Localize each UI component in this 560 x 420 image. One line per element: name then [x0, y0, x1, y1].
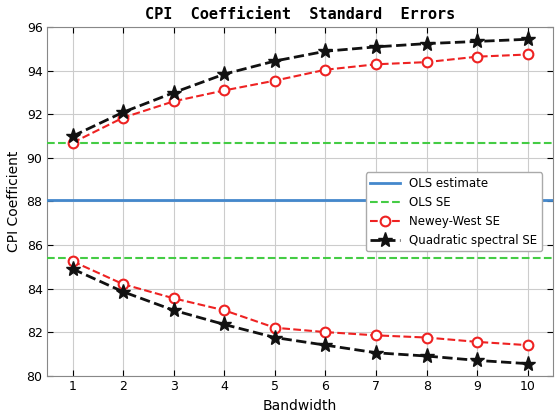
Y-axis label: CPI Coefficient: CPI Coefficient	[7, 151, 21, 252]
Newey-West SE	[221, 88, 228, 93]
Line: Quadratic spectral SE: Quadratic spectral SE	[65, 32, 535, 144]
Legend: OLS estimate, OLS SE, Newey-West SE, Quadratic spectral SE: OLS estimate, OLS SE, Newey-West SE, Qua…	[366, 172, 542, 252]
Quadratic spectral SE	[69, 134, 76, 139]
Newey-West SE	[69, 140, 76, 145]
Newey-West SE	[373, 62, 380, 67]
Newey-West SE	[322, 67, 329, 72]
Quadratic spectral SE	[221, 71, 228, 76]
Quadratic spectral SE	[373, 45, 380, 50]
Quadratic spectral SE	[120, 110, 127, 115]
Newey-West SE	[170, 99, 177, 104]
Newey-West SE	[524, 52, 531, 57]
OLS SE	[69, 140, 76, 145]
OLS estimate	[18, 198, 25, 203]
Newey-West SE	[423, 60, 430, 65]
Quadratic spectral SE	[524, 37, 531, 42]
OLS estimate	[69, 198, 76, 203]
X-axis label: Bandwidth: Bandwidth	[263, 399, 337, 413]
Title: CPI  Coefficient  Standard  Errors: CPI Coefficient Standard Errors	[145, 7, 455, 22]
Newey-West SE	[474, 54, 480, 59]
OLS SE	[18, 140, 25, 145]
Line: Newey-West SE: Newey-West SE	[68, 50, 533, 147]
Newey-West SE	[272, 78, 278, 83]
Quadratic spectral SE	[474, 39, 480, 44]
Newey-West SE	[120, 115, 127, 120]
Quadratic spectral SE	[423, 41, 430, 46]
Quadratic spectral SE	[272, 58, 278, 63]
Quadratic spectral SE	[322, 49, 329, 54]
Quadratic spectral SE	[170, 90, 177, 95]
